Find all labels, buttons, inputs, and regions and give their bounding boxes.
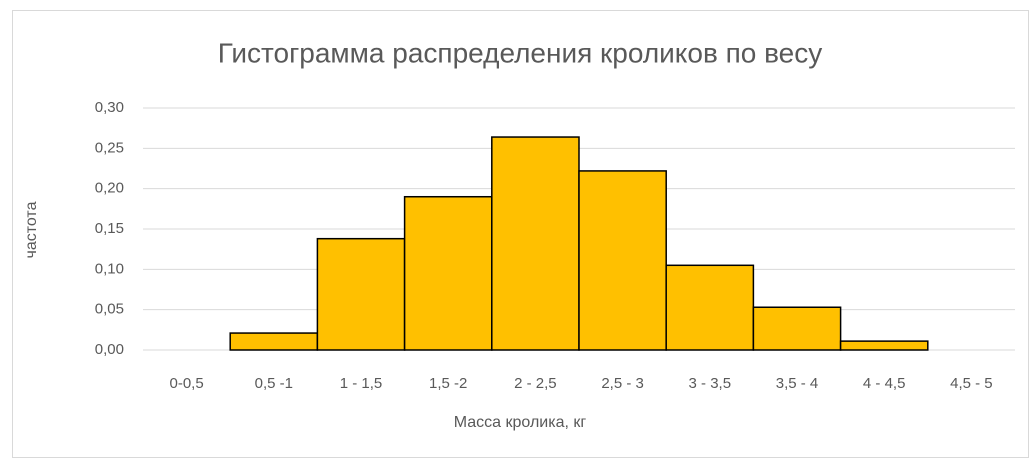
bar — [665, 264, 755, 351]
y-tick-label: 0,20 — [95, 180, 124, 197]
x-tick-label: 3,5 - 4 — [776, 375, 819, 392]
bar — [229, 332, 319, 351]
chart-title: Гистограмма распределения кроликов по ве… — [218, 37, 823, 68]
x-tick-label: 4,5 - 5 — [950, 375, 993, 392]
bar — [578, 170, 667, 351]
x-tick-label: 4 - 4,5 — [863, 375, 906, 392]
x-axis-title: Масса кролика, кг — [454, 414, 587, 431]
x-tick-label: 3 - 3,5 — [689, 375, 732, 392]
y-tick-label: 0,10 — [95, 260, 124, 277]
y-tick-label: 0,25 — [95, 139, 124, 156]
x-tick-label: 1 - 1,5 — [340, 375, 383, 392]
bar — [403, 195, 493, 351]
y-tick-label: 0,15 — [95, 220, 124, 237]
bar — [839, 340, 929, 351]
x-tick-label: 2 - 2,5 — [514, 375, 557, 392]
x-tick-label: 0-0,5 — [169, 375, 203, 392]
y-axis-title: частота — [23, 201, 40, 258]
y-tick-label: 0,00 — [95, 341, 124, 358]
bar — [491, 136, 580, 351]
x-tick-label: 1,5 -2 — [429, 375, 467, 392]
bar — [316, 237, 406, 351]
bar — [752, 306, 842, 351]
y-tick-label: 0,30 — [95, 99, 124, 116]
x-tick-label: 0,5 -1 — [255, 375, 293, 392]
y-tick-label: 0,05 — [95, 301, 124, 318]
x-tick-label: 2,5 - 3 — [601, 375, 644, 392]
